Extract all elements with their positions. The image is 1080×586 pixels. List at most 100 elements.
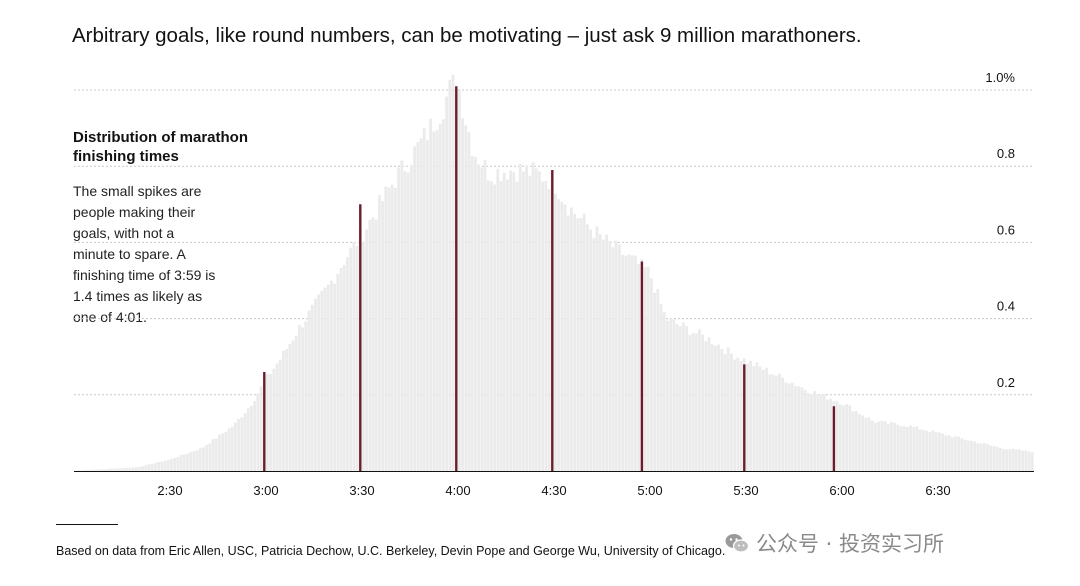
histogram-bar	[762, 369, 765, 471]
histogram-bar	[339, 267, 343, 471]
histogram-bar	[346, 257, 349, 471]
histogram-bar	[691, 333, 695, 471]
histogram-bar	[1027, 451, 1031, 471]
histogram-bar	[227, 428, 231, 471]
histogram-bar	[720, 349, 724, 471]
spike-layer	[263, 86, 836, 471]
histogram-bar	[320, 290, 324, 471]
histogram-bar	[416, 142, 420, 471]
histogram-bar	[291, 340, 295, 471]
histogram-bar	[602, 239, 605, 471]
histogram-bar	[93, 469, 96, 471]
histogram-bar	[938, 432, 941, 471]
histogram-bar	[608, 241, 612, 471]
histogram-bar	[730, 353, 733, 471]
histogram-bar	[739, 361, 743, 471]
histogram-bar	[672, 319, 676, 471]
histogram-bar	[1011, 448, 1015, 471]
histogram-bar	[307, 310, 311, 471]
histogram-bar	[243, 413, 247, 471]
histogram-bar	[723, 354, 727, 471]
histogram-bar	[122, 468, 125, 471]
histogram-bar	[221, 433, 224, 471]
histogram-bar	[448, 79, 452, 471]
histogram-bar	[419, 138, 423, 471]
histogram-bar	[138, 466, 141, 471]
histogram-bar	[147, 464, 151, 471]
histogram-bar	[435, 130, 439, 471]
histogram-bar	[614, 240, 618, 471]
histogram-bar	[643, 267, 647, 471]
histogram-bar	[1030, 452, 1034, 471]
histogram-bar	[422, 128, 426, 472]
histogram-bar	[486, 180, 490, 471]
histogram-bar	[861, 415, 864, 471]
footer-rule	[56, 524, 118, 525]
histogram-bar	[400, 160, 404, 471]
histogram-bar	[960, 438, 964, 471]
histogram-bar	[166, 459, 170, 471]
histogram-bar	[998, 447, 1002, 471]
histogram-bar	[365, 229, 368, 471]
histogram-bar	[531, 162, 535, 471]
histogram-bar	[842, 405, 845, 471]
histogram-bar	[330, 280, 333, 471]
histogram-bar	[499, 181, 503, 471]
x-tick-label-6: 5:30	[733, 483, 758, 498]
histogram-bar	[118, 468, 122, 471]
histogram-bar	[781, 377, 784, 471]
histogram-bar	[186, 453, 189, 471]
histogram-bar	[707, 337, 711, 471]
histogram-bar	[704, 341, 708, 471]
histogram-bar	[803, 389, 807, 471]
histogram-bar	[301, 327, 304, 471]
histogram-bar	[432, 131, 436, 472]
histogram-bar	[461, 118, 464, 471]
histogram-bar	[922, 429, 925, 471]
histogram-bar	[384, 186, 388, 471]
histogram-bar	[342, 265, 346, 471]
histogram-bar	[605, 234, 608, 471]
chart-panel-title: Distribution of marathon finishing times	[73, 129, 248, 165]
histogram-bar	[787, 383, 791, 471]
histogram-bar	[250, 405, 253, 471]
histogram-bar	[586, 224, 589, 471]
histogram-bar	[1018, 449, 1021, 471]
histogram-bar	[986, 444, 989, 471]
histogram-bar	[218, 434, 221, 471]
histogram-bar	[192, 451, 196, 471]
histogram-bar	[714, 345, 717, 471]
histogram-bar	[768, 374, 772, 471]
histogram-bar	[621, 254, 624, 471]
histogram-bar	[237, 418, 240, 471]
histogram-bar	[362, 241, 365, 471]
histogram-bar	[819, 394, 823, 471]
histogram-bar	[445, 96, 448, 471]
histogram-bar	[864, 417, 868, 471]
histogram-bar	[685, 325, 688, 471]
histogram-bar	[150, 463, 154, 471]
histogram-bar	[758, 366, 762, 471]
histogram-bar	[1014, 449, 1018, 471]
x-tick-label-8: 6:30	[925, 483, 950, 498]
histogram-bar	[694, 333, 698, 471]
histogram-bar	[451, 74, 455, 472]
histogram-bar	[906, 426, 909, 471]
histogram-bar	[666, 320, 669, 471]
histogram-bar	[765, 367, 768, 471]
histogram-bar	[205, 445, 208, 471]
histogram-bar	[778, 373, 781, 471]
histogram-bar	[813, 391, 816, 471]
histogram-bar	[858, 413, 861, 471]
histogram-bar	[202, 447, 205, 471]
histogram-bar	[883, 421, 887, 471]
histogram-bar	[109, 468, 112, 471]
histogram-bar	[502, 172, 506, 472]
histogram-bar	[170, 458, 173, 471]
histogram-bar	[979, 443, 983, 471]
histogram-bar	[256, 393, 260, 471]
histogram-bar	[627, 254, 631, 471]
histogram-bar	[541, 181, 544, 471]
histogram-bar	[442, 119, 445, 471]
